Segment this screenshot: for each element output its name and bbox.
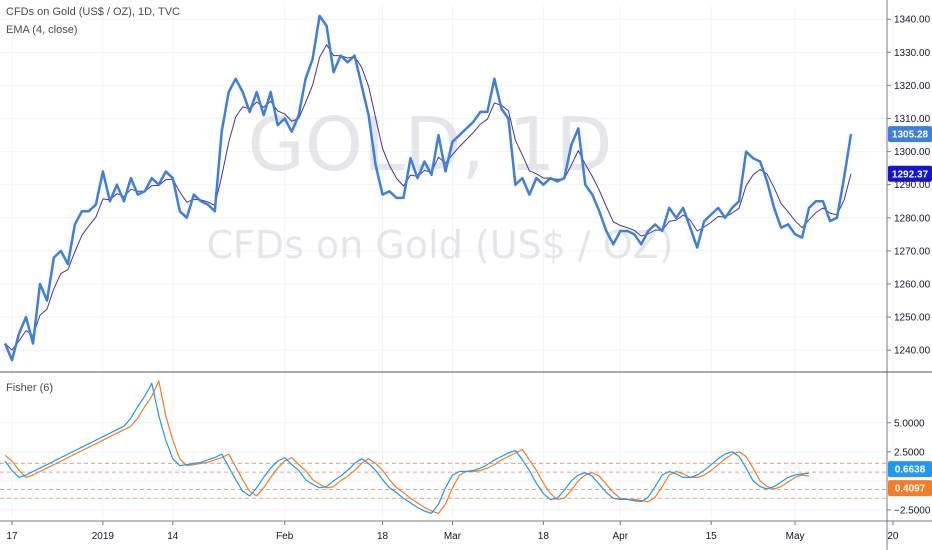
x-tick-label: 20	[887, 531, 899, 542]
fisher-tick-label: −2.5000	[894, 505, 931, 516]
watermark-subtitle: CFDs on Gold (US$ / OZ)	[206, 223, 673, 267]
fisher-tick-label: 5.0000	[894, 418, 925, 429]
x-tick-label: May	[786, 531, 805, 542]
x-tick-label: Mar	[444, 531, 462, 542]
x-tick-label: Feb	[276, 531, 294, 542]
y-tick-label: 1250.00	[894, 313, 931, 324]
fisher-legend[interactable]: Fisher (6)	[6, 382, 54, 394]
fisher-value-badge: 0.6638	[895, 465, 926, 476]
value-badges: 1305.28 1292.37 0.6638 0.4097	[888, 126, 932, 497]
grid-lines	[0, 6, 894, 518]
trigger-value-badge: 0.4097	[895, 484, 926, 495]
ema-value-badge: 1292.37	[892, 169, 929, 180]
watermark: GOLD, 1D CFDs on Gold (US$ / OZ)	[206, 102, 673, 267]
x-tick-label: 15	[706, 531, 718, 542]
ema-line	[4, 44, 852, 351]
x-tick-label: 14	[167, 531, 179, 542]
y-tick-label: 1310.00	[894, 114, 931, 125]
fisher-tick-label: 2.5000	[894, 447, 925, 458]
trigger-value-badge-bg	[888, 480, 932, 497]
y-tick-label: 1280.00	[894, 213, 931, 224]
y-tick-label: 1260.00	[894, 279, 931, 290]
x-tick-label: 18	[377, 531, 389, 542]
x-tick-label: 2019	[92, 531, 115, 542]
x-tick-label: 17	[6, 531, 18, 542]
y-tick-label: 1340.00	[894, 15, 931, 26]
y-tick-label: 1270.00	[894, 246, 931, 257]
y-tick-label: 1290.00	[894, 180, 931, 191]
price-value-badge: 1305.28	[892, 130, 929, 141]
y-tick-label: 1320.00	[894, 81, 931, 92]
x-tick-label: 18	[538, 531, 550, 542]
y-tick-label: 1240.00	[894, 346, 931, 357]
y-tick-label: 1300.00	[894, 147, 931, 158]
fisher-trigger-line	[4, 380, 810, 515]
symbol-legend[interactable]: CFDs on Gold (US$ / OZ), 1D, TVC	[6, 6, 181, 18]
fisher-value-badge-bg	[888, 461, 932, 478]
fisher-levels	[0, 462, 887, 499]
series-lines	[3, 14, 853, 515]
price-value-badge-bg	[888, 126, 932, 143]
ema-value-badge-bg	[888, 165, 932, 182]
ema-legend[interactable]: EMA (4, close)	[6, 24, 78, 36]
fisher-line	[4, 382, 810, 515]
x-tick-label: Apr	[612, 531, 628, 542]
watermark-title: GOLD, 1D	[248, 102, 613, 188]
price-line	[3, 14, 853, 362]
y-tick-label: 1330.00	[894, 48, 931, 59]
